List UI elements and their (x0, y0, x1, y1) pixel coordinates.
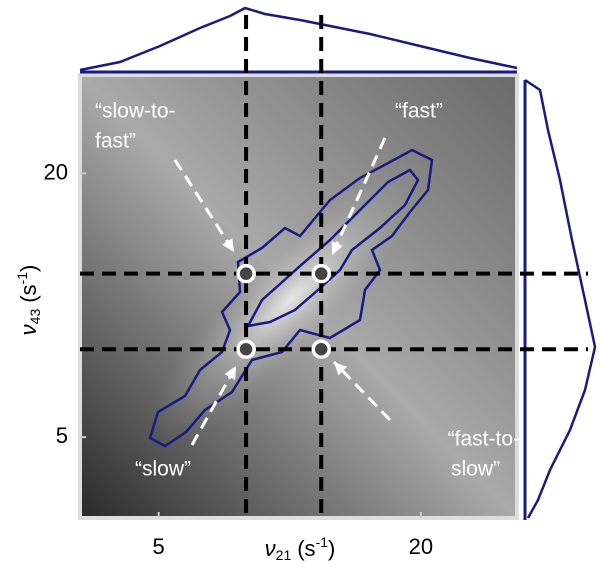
annotation-arrowhead (331, 241, 343, 255)
annotation-arrowhead (224, 366, 236, 380)
y-label-unit: (s (16, 284, 41, 302)
annotation: “slow” (135, 458, 191, 481)
annotation-arrow (190, 365, 238, 446)
point (311, 263, 331, 284)
point (236, 339, 256, 359)
y-label-symbol: ν (16, 324, 41, 335)
x-label-unit: (s (297, 536, 315, 561)
annotation: “slow-to- (95, 100, 176, 123)
annotation-arrow (330, 137, 387, 256)
top-marginal (79, 6, 518, 72)
y-axis-label: ν43 (s-1) (14, 265, 43, 336)
density-ridge (150, 160, 430, 440)
annotation-arrowhead (334, 362, 348, 376)
x-label-symbol: ν (265, 536, 276, 561)
y-tick-label: 20 (44, 159, 68, 184)
annotation: fast” (95, 130, 136, 153)
right-marginal (524, 78, 597, 519)
outer-contour (148, 148, 434, 448)
x-tick-label: 20 (409, 534, 433, 559)
y-label-exponent: -1 (14, 272, 30, 285)
x-axis-label: ν21 (s-1) (265, 534, 336, 563)
annotation: “fast-to- (448, 428, 520, 451)
y-label-subscript: 43 (27, 309, 43, 325)
annotation: slow” (451, 458, 500, 481)
x-label-subscript: 21 (276, 547, 292, 563)
y-label-close: ) (16, 265, 41, 272)
annotation: “fast” (395, 100, 443, 123)
y-tick-label: 5 (56, 423, 68, 448)
annotation-arrow (332, 360, 392, 422)
annotation-arrowhead (222, 238, 234, 252)
point (236, 263, 256, 284)
point (311, 339, 331, 359)
inner-contour (245, 168, 420, 328)
x-tick-label: 5 (153, 534, 165, 559)
x-label-exponent: -1 (316, 534, 329, 550)
x-label-close: ) (328, 536, 335, 561)
